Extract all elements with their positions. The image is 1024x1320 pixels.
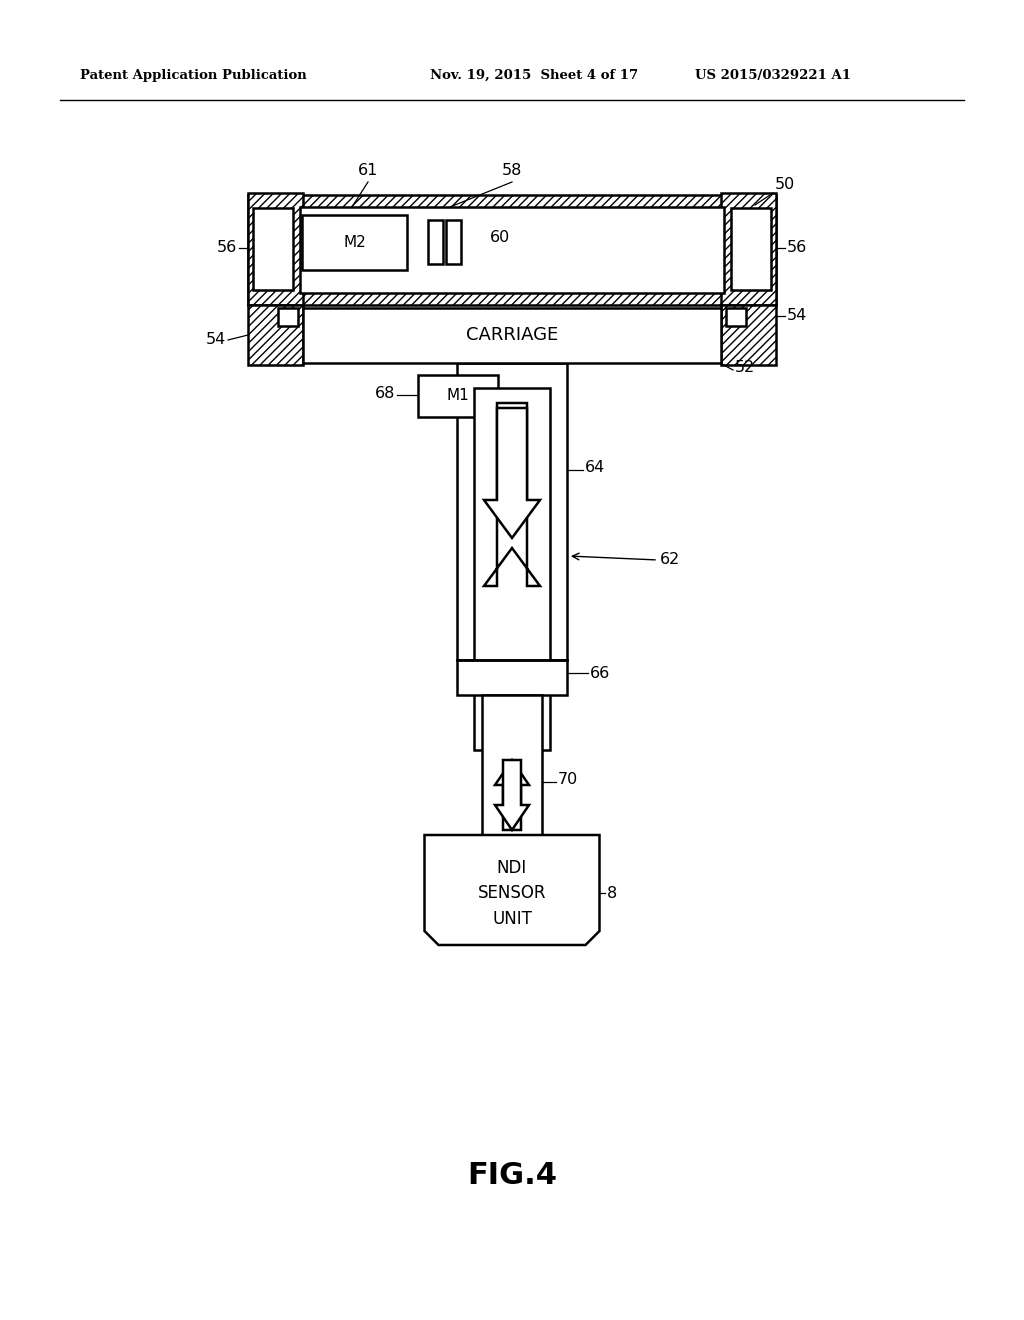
Text: 54: 54 — [787, 309, 807, 323]
Text: 62: 62 — [660, 553, 680, 568]
Polygon shape — [484, 408, 540, 539]
Text: UNIT: UNIT — [493, 909, 531, 928]
Text: 70: 70 — [558, 772, 579, 788]
Bar — [721, 305, 776, 366]
Bar — [726, 308, 746, 326]
Bar — [721, 193, 776, 305]
Text: 60: 60 — [490, 231, 510, 246]
Bar — [474, 388, 550, 750]
Text: 61: 61 — [357, 162, 378, 178]
Text: 8: 8 — [607, 886, 617, 900]
Text: FIG.4: FIG.4 — [467, 1160, 557, 1189]
Text: SENSOR: SENSOR — [478, 884, 546, 903]
Text: NDI: NDI — [497, 859, 527, 876]
Text: 54: 54 — [206, 333, 226, 347]
Bar — [457, 363, 567, 660]
Bar — [302, 215, 407, 271]
Text: 56: 56 — [217, 240, 237, 256]
Bar — [482, 696, 542, 836]
Bar — [418, 375, 498, 417]
Text: M1: M1 — [446, 388, 469, 404]
Text: Patent Application Publication: Patent Application Publication — [80, 69, 307, 82]
Polygon shape — [425, 836, 599, 945]
Polygon shape — [495, 760, 529, 830]
Bar — [446, 220, 461, 264]
Bar — [731, 209, 771, 290]
Polygon shape — [484, 403, 540, 586]
Bar — [253, 209, 293, 290]
Text: 56: 56 — [787, 240, 807, 256]
Bar — [248, 195, 776, 305]
Text: Nov. 19, 2015  Sheet 4 of 17: Nov. 19, 2015 Sheet 4 of 17 — [430, 69, 638, 82]
Text: 52: 52 — [735, 360, 756, 375]
Bar — [300, 207, 724, 293]
Bar — [278, 308, 298, 326]
Text: 58: 58 — [502, 162, 522, 178]
Bar — [248, 193, 303, 305]
Bar — [248, 305, 303, 366]
Bar — [457, 660, 567, 696]
Text: 66: 66 — [590, 665, 610, 681]
Polygon shape — [495, 760, 529, 830]
Text: 50: 50 — [775, 177, 796, 191]
Text: US 2015/0329221 A1: US 2015/0329221 A1 — [695, 69, 851, 82]
Text: CARRIAGE: CARRIAGE — [466, 326, 558, 345]
Text: M2: M2 — [343, 235, 366, 249]
Bar — [303, 308, 721, 363]
Text: 68: 68 — [375, 385, 395, 400]
Text: 64: 64 — [585, 461, 605, 475]
Bar — [428, 220, 443, 264]
